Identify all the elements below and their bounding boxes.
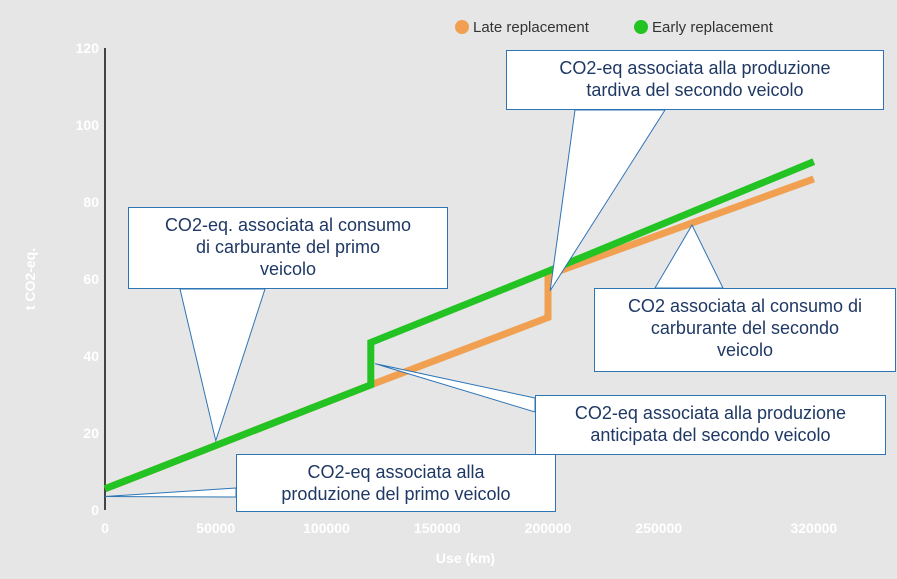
callout-leaders <box>104 109 724 498</box>
tick-labels: 0 20 40 60 80 100 120 0 50000 100000 150000 200000 2… <box>76 40 838 536</box>
callout-fuel-second: CO2 associata al consumo di carburante d… <box>594 288 896 372</box>
callout-leader <box>375 363 536 413</box>
y-axis-title: t CO2-eq. <box>22 248 38 310</box>
x-tick-label: 0 <box>101 520 109 536</box>
x-tick-label: 320000 <box>790 520 837 536</box>
legend-label[interactable]: Early replacement <box>652 19 774 36</box>
y-tick-label: 100 <box>76 117 100 133</box>
x-tick-label: 100000 <box>303 520 350 536</box>
callout-prod-early: CO2-eq associata alla produzione anticip… <box>535 395 886 455</box>
legend: Late replacement Early replacement <box>455 19 774 36</box>
y-tick-label: 120 <box>76 40 100 56</box>
legend-marker[interactable] <box>455 20 469 34</box>
x-axis-title: Use (km) <box>436 550 495 566</box>
x-tick-label: 150000 <box>414 520 461 536</box>
legend-marker[interactable] <box>634 20 648 34</box>
y-tick-label: 80 <box>83 194 99 210</box>
axis-titles: Use (km) t CO2-eq. <box>22 248 495 566</box>
x-tick-label: 200000 <box>525 520 572 536</box>
series-line-early-replacement <box>103 158 816 493</box>
callout-fuel-first: CO2-eq. associata al consumo di carburan… <box>128 207 448 289</box>
callout-leader <box>549 109 666 291</box>
callout-leader <box>104 487 237 498</box>
y-tick-label: 20 <box>83 425 99 441</box>
callout-prod-late: CO2-eq associata alla produzione tardiva… <box>506 50 884 110</box>
callout-prod-first: CO2-eq associata alla produzione del pri… <box>236 454 556 512</box>
x-tick-label: 50000 <box>196 520 235 536</box>
y-tick-label: 40 <box>83 348 99 364</box>
x-tick-label: 250000 <box>635 520 682 536</box>
callout-leader <box>179 288 266 443</box>
series-lines <box>103 158 816 493</box>
y-tick-label: 0 <box>91 502 99 518</box>
y-tick-label: 60 <box>83 271 99 287</box>
legend-label[interactable]: Late replacement <box>473 19 590 36</box>
